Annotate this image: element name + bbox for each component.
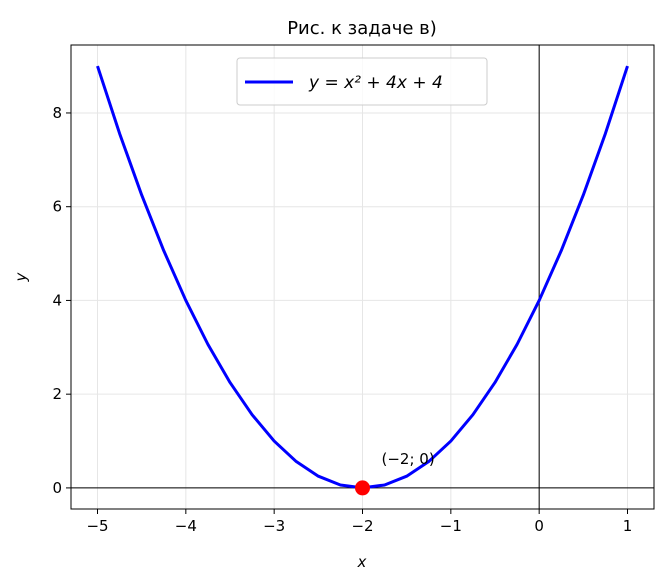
chart-title: Рис. к задаче в) <box>287 18 437 39</box>
y-tick-label: 6 <box>52 198 62 216</box>
x-tick-label: 1 <box>623 517 633 535</box>
x-axis-label: x <box>357 553 367 571</box>
x-tick-label: −5 <box>86 517 108 535</box>
annotation: (−2; 0) <box>382 450 435 468</box>
legend-label: y = x² + 4x + 4 <box>308 73 443 93</box>
y-tick-label: 8 <box>52 104 62 122</box>
legend-box <box>236 57 488 106</box>
y-tick-label: 0 <box>52 479 62 497</box>
x-tick-label: −4 <box>175 517 197 535</box>
y-tick-label: 2 <box>52 385 62 403</box>
plot-frame <box>70 44 655 510</box>
x-tick-label: 0 <box>534 517 544 535</box>
x-tick-label: −3 <box>263 517 285 535</box>
x-tick-label: −2 <box>351 517 373 535</box>
y-tick-label: 4 <box>52 291 62 309</box>
vertex-point <box>355 480 370 496</box>
x-tick-label: −1 <box>440 517 462 535</box>
y-axis-label: y <box>12 271 30 282</box>
